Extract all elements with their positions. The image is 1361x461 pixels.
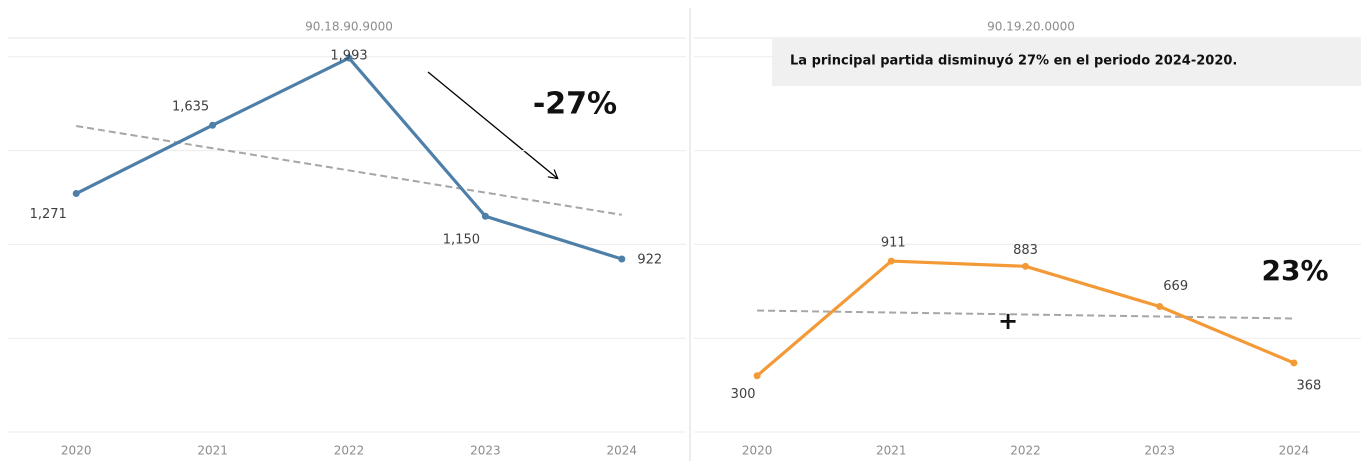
annotation: La principal partida disminuyó 27% en el… [790, 54, 1237, 69]
data-label: 300 [731, 387, 756, 402]
x-tick-label: 2023 [470, 444, 501, 458]
x-tick-label: 2020 [61, 444, 92, 458]
annotation: -27% [533, 87, 617, 122]
x-tick-label: 2021 [876, 444, 907, 458]
data-label: 1,150 [443, 233, 480, 248]
chart-title: 90.18.90.9000 [305, 20, 393, 34]
data-label: 922 [637, 253, 662, 268]
data-label: 669 [1163, 279, 1188, 294]
arrow [427, 71, 557, 178]
x-tick-label: 2023 [1144, 444, 1175, 458]
point [753, 372, 761, 380]
point [1022, 262, 1029, 270]
x-tick-label: 2021 [197, 444, 228, 458]
data-label: 1,271 [30, 207, 67, 222]
trend-line [76, 125, 622, 216]
data-label: 883 [1013, 243, 1038, 258]
x-tick-label: 2022 [1010, 444, 1041, 458]
x-tick-label: 2024 [607, 444, 638, 458]
data-label: 1,993 [330, 49, 367, 64]
point [1290, 359, 1298, 367]
chart-title: 90.19.20.0000 [987, 20, 1075, 34]
annotation: + [998, 307, 1018, 335]
point [481, 212, 489, 220]
point [72, 190, 80, 198]
annotation: 23% [1261, 254, 1328, 287]
data-label: 911 [881, 236, 906, 251]
data-label: 1,635 [172, 100, 209, 115]
x-tick-label: 2020 [742, 444, 773, 458]
point [887, 257, 895, 265]
trend-line [757, 309, 1294, 320]
point [209, 121, 217, 129]
data-label: 368 [1296, 378, 1321, 393]
point [1156, 302, 1164, 310]
annotation-box [772, 39, 1361, 86]
x-tick-label: 2024 [1279, 444, 1310, 458]
point [345, 54, 353, 62]
point [618, 255, 626, 263]
x-tick-label: 2022 [334, 444, 365, 458]
line [756, 259, 1295, 377]
